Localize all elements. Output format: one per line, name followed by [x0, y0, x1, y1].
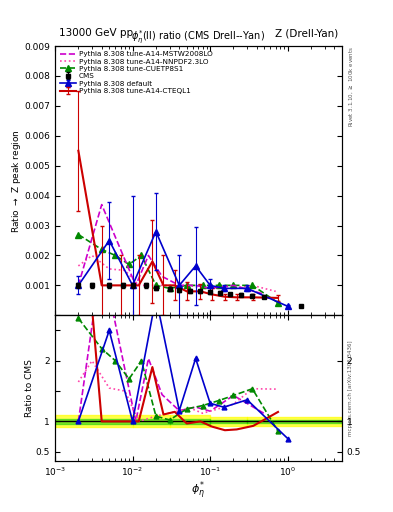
Y-axis label: Ratio $\rightarrow$ Z peak region: Ratio $\rightarrow$ Z peak region [10, 129, 23, 232]
Pythia 8.308 tune-A14-MSTW2008LO [262, 291, 267, 297]
Pythia 8.308 tune-A14-NNPDF2.3LO [76, 263, 81, 269]
Pythia 8.308 tune-CUETP8S1 [139, 252, 144, 259]
Line: Pythia 8.308 tune-CUETP8S1: Pythia 8.308 tune-CUETP8S1 [75, 232, 281, 306]
Pythia 8.308 tune-A14-MSTW2008LO [193, 282, 198, 288]
Pythia 8.308 tune-A14-MSTW2008LO [118, 246, 123, 252]
Line: Pythia 8.308 tune-A14-MSTW2008LO: Pythia 8.308 tune-A14-MSTW2008LO [78, 205, 264, 294]
Legend: Pythia 8.308 tune-A14-MSTW2008LO, Pythia 8.308 tune-A14-NNPDF2.3LO, Pythia 8.308: Pythia 8.308 tune-A14-MSTW2008LO, Pythia… [59, 50, 214, 96]
Pythia 8.308 tune-CUETP8S1 [231, 282, 236, 288]
Text: Z (Drell-Yan): Z (Drell-Yan) [275, 28, 338, 38]
Pythia 8.308 tune-A14-NNPDF2.3LO [173, 282, 177, 288]
Pythia 8.308 tune-A14-NNPDF2.3LO [273, 288, 278, 294]
Pythia 8.308 tune-A14-MSTW2008LO [160, 273, 164, 280]
Pythia 8.308 tune-A14-NNPDF2.3LO [154, 282, 158, 288]
Pythia 8.308 tune-CUETP8S1 [154, 282, 158, 288]
Pythia 8.308 tune-A14-NNPDF2.3LO [136, 282, 141, 288]
Pythia 8.308 tune-A14-NNPDF2.3LO [123, 267, 127, 273]
Pythia 8.308 tune-A14-MSTW2008LO [177, 282, 182, 288]
Pythia 8.308 tune-CUETP8S1 [184, 282, 189, 288]
Pythia 8.308 tune-A14-NNPDF2.3LO [107, 266, 112, 272]
Pythia 8.308 tune-A14-MSTW2008LO [146, 252, 151, 259]
Title: $\phi^{*}_{\eta}$(ll) ratio (CMS Drell--Yan): $\phi^{*}_{\eta}$(ll) ratio (CMS Drell--… [131, 29, 266, 46]
Pythia 8.308 tune-A14-NNPDF2.3LO [200, 285, 205, 291]
Pythia 8.308 tune-A14-NNPDF2.3LO [250, 282, 255, 288]
Pythia 8.308 tune-CUETP8S1 [113, 252, 118, 259]
Y-axis label: Ratio to CMS: Ratio to CMS [26, 359, 35, 417]
X-axis label: $\phi^{*}_{\eta}$: $\phi^{*}_{\eta}$ [191, 479, 206, 502]
Pythia 8.308 tune-CUETP8S1 [217, 282, 221, 288]
Pythia 8.308 tune-CUETP8S1 [127, 261, 131, 267]
Pythia 8.308 tune-A14-MSTW2008LO [208, 285, 213, 291]
Pythia 8.308 tune-CUETP8S1 [76, 231, 81, 238]
Text: mcplots.cern.ch [arXiv:1306.3436]: mcplots.cern.ch [arXiv:1306.3436] [348, 340, 353, 436]
Pythia 8.308 tune-CUETP8S1 [167, 285, 172, 291]
Pythia 8.308 tune-A14-NNPDF2.3LO [214, 285, 219, 291]
Pythia 8.308 tune-CUETP8S1 [99, 246, 104, 252]
Pythia 8.308 tune-A14-MSTW2008LO [99, 202, 104, 208]
Pythia 8.308 tune-A14-NNPDF2.3LO [187, 282, 192, 288]
Line: Pythia 8.308 tune-A14-NNPDF2.3LO: Pythia 8.308 tune-A14-NNPDF2.3LO [78, 255, 275, 291]
Pythia 8.308 tune-A14-MSTW2008LO [231, 282, 236, 288]
Pythia 8.308 tune-A14-NNPDF2.3LO [231, 285, 236, 291]
Pythia 8.308 tune-A14-MSTW2008LO [134, 282, 138, 288]
Text: Rivet 3.1.10, $\geq$ 100k events: Rivet 3.1.10, $\geq$ 100k events [348, 46, 355, 127]
Pythia 8.308 tune-CUETP8S1 [250, 282, 255, 288]
Pythia 8.308 tune-A14-MSTW2008LO [76, 282, 81, 288]
Pythia 8.308 tune-A14-NNPDF2.3LO [90, 252, 94, 259]
Pythia 8.308 tune-CUETP8S1 [200, 282, 205, 288]
Text: 13000 GeV pp: 13000 GeV pp [59, 28, 133, 38]
Pythia 8.308 tune-CUETP8S1 [275, 300, 280, 306]
